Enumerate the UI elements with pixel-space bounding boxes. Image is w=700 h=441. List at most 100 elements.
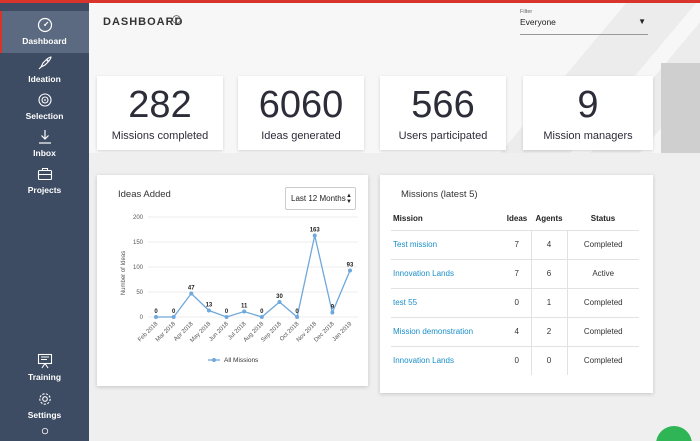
column-header: Mission — [393, 214, 423, 224]
svg-text:?: ? — [175, 18, 179, 24]
data-label: 0 — [154, 309, 158, 315]
range-dropdown[interactable]: Last 12 Months ▲ ▼ — [285, 187, 356, 210]
sidebar-item-inbox[interactable]: Inbox — [0, 129, 89, 163]
mission-link[interactable]: Test mission — [391, 229, 503, 259]
table-row: Innovation Lands 7 6 Active — [391, 258, 639, 288]
x-tick-label: Jun 2018 — [208, 321, 230, 343]
caret-down-icon: ▼ — [638, 17, 646, 26]
data-point — [154, 315, 158, 319]
sidebar: Dashboard Ideation Selection Inbox Proje… — [0, 3, 89, 441]
filter-dropdown[interactable]: Everyone ▼ — [520, 15, 648, 35]
sidebar-item-label: Settings — [27, 410, 62, 420]
help-icon[interactable]: ? — [172, 15, 181, 24]
sidebar-item-settings[interactable]: Settings — [0, 391, 89, 425]
sidebar-item-label: Dashboard — [22, 36, 67, 46]
panel-title: Ideas Added — [118, 189, 171, 200]
legend-label: All Missions — [224, 357, 259, 364]
filter-value: Everyone — [520, 17, 556, 27]
stat-label: Missions completed — [111, 130, 209, 142]
data-label: 47 — [188, 286, 195, 292]
page-title: DASHBOARD — [103, 16, 184, 28]
range-value: Last 12 Months — [291, 194, 346, 203]
stat-value: 566 — [411, 84, 475, 126]
stat-value: 6060 — [258, 84, 344, 126]
ideas-count: 0 — [503, 287, 531, 317]
table-row: Innovation Lands 0 0 Completed — [391, 345, 639, 375]
chat-button[interactable] — [656, 426, 692, 441]
ideas-added-panel: Ideas Added Last 12 Months ▲ ▼ 0 50 100 150 2… — [97, 175, 368, 386]
y-tick-label: 150 — [133, 240, 144, 246]
target-icon — [37, 93, 52, 107]
agents-count: 2 — [530, 316, 567, 346]
data-label: 0 — [295, 309, 299, 315]
data-point — [312, 233, 317, 238]
agents-count: 4 — [530, 229, 567, 259]
user-icon — [41, 427, 48, 435]
column-header: Ideas — [506, 214, 528, 224]
sidebar-item-profile[interactable] — [0, 427, 89, 441]
panel-title: Missions (latest 5) — [401, 189, 478, 200]
ideas-count: 7 — [503, 258, 531, 288]
main-content: DASHBOARD ? Filter Everyone ▼ 282 Missio… — [89, 3, 700, 441]
sidebar-item-selection[interactable]: Selection — [0, 92, 89, 126]
sidebar-item-ideation[interactable]: Ideation — [0, 55, 89, 89]
gear-icon — [38, 393, 51, 405]
data-label: 30 — [276, 294, 283, 300]
data-label: 11 — [241, 304, 248, 310]
ideas-count: 4 — [503, 316, 531, 346]
status-text: Completed — [566, 316, 639, 346]
stat-card-users: 566 Users participated — [380, 76, 506, 150]
sidebar-item-label: Selection — [25, 111, 64, 121]
table-row: Test mission 7 4 Completed — [391, 229, 639, 259]
y-tick-label: 200 — [133, 215, 144, 221]
data-point — [224, 315, 229, 319]
mission-link[interactable]: Innovation Lands — [391, 258, 503, 288]
legend-marker — [212, 358, 216, 362]
data-point — [171, 315, 176, 319]
mission-link[interactable]: test 55 — [391, 287, 503, 317]
table-row: test 55 0 1 Completed — [391, 287, 639, 317]
x-tick-label: Jan 2019 — [332, 321, 354, 343]
sidebar-item-label: Inbox — [33, 148, 56, 158]
stat-value: 9 — [577, 84, 599, 126]
filter-label: Filter — [520, 9, 533, 15]
stat-card-ideas: 6060 Ideas generated — [238, 76, 364, 150]
ideas-count: 7 — [503, 229, 531, 259]
missions-table: Mission Ideas Agents Status Test mission… — [391, 208, 639, 375]
mission-link[interactable]: Mission demonstration — [391, 316, 503, 346]
mission-link[interactable]: Innovation Lands — [391, 345, 503, 375]
updown-caret-icon: ▲ ▼ — [346, 193, 352, 205]
briefcase-icon — [37, 167, 52, 181]
status-text: Completed — [566, 287, 639, 317]
sidebar-item-dashboard[interactable]: Dashboard — [0, 11, 89, 53]
background-block — [661, 63, 700, 153]
data-point — [295, 315, 300, 319]
sidebar-item-label: Training — [27, 372, 62, 382]
data-point — [277, 300, 282, 304]
sidebar-item-projects[interactable]: Projects — [0, 166, 89, 200]
ideas-count: 0 — [503, 345, 531, 375]
column-header: Status — [590, 214, 616, 224]
presentation-icon — [37, 353, 52, 369]
y-tick-label: 50 — [136, 290, 143, 296]
rocket-icon — [38, 56, 52, 70]
missions-panel: Missions (latest 5) Mission Ideas Agents… — [380, 175, 653, 393]
stat-value: 282 — [128, 84, 192, 126]
stat-card-missions: 282 Missions completed — [97, 76, 223, 150]
sidebar-item-training[interactable]: Training — [0, 353, 89, 387]
data-label: 0 — [260, 309, 264, 315]
column-header: Agents — [535, 214, 563, 224]
stat-label: Users participated — [398, 130, 488, 142]
sidebar-item-label: Projects — [27, 185, 62, 195]
status-text: Active — [566, 258, 639, 288]
agents-count: 0 — [530, 345, 567, 375]
sidebar-item-label: Ideation — [28, 74, 61, 84]
table-row: Mission demonstration 4 2 Completed — [391, 316, 639, 346]
agents-count: 1 — [530, 287, 567, 317]
stat-label: Ideas generated — [261, 130, 341, 142]
data-point — [242, 309, 247, 314]
y-tick-label: 0 — [140, 315, 144, 321]
agents-count: 6 — [530, 258, 567, 288]
data-point — [348, 268, 352, 273]
